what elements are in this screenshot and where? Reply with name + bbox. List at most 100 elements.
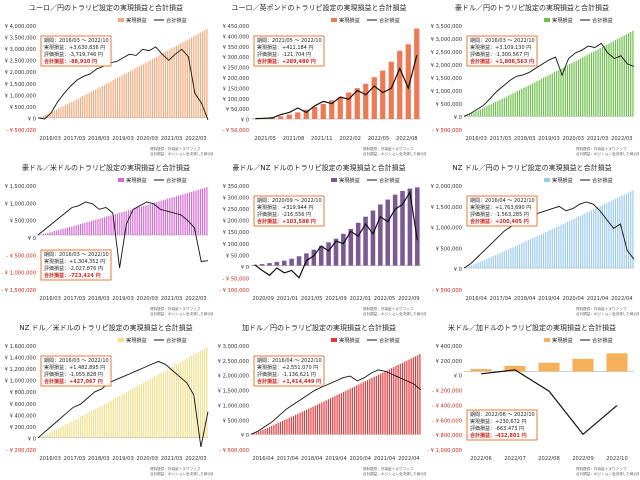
chart-panel-aud-jpy: 豪ドル／円のトラリピ設定の実現損益と合計損益 実現損益 合計損益 ¥ 3,500,00… — [426, 0, 639, 160]
bar — [516, 91, 518, 117]
bar — [151, 203, 154, 235]
bar — [619, 37, 621, 117]
bar — [560, 224, 562, 268]
bar — [617, 38, 619, 117]
bar — [191, 191, 193, 235]
bar — [177, 44, 180, 118]
x-tick-label: 2021/03 — [587, 136, 609, 142]
bar — [45, 434, 47, 438]
x-tick-label: 2021/01 — [277, 296, 299, 302]
bar — [45, 114, 47, 118]
bar — [260, 430, 262, 435]
y-tick-label: - ¥ 500,000 — [432, 128, 462, 134]
bar — [481, 260, 484, 268]
info-period: 期間：2016/03 ～ 2022/10 — [470, 38, 535, 44]
bar — [538, 362, 560, 372]
bar — [499, 253, 501, 268]
x-tick-label: 2022/09 — [572, 456, 594, 462]
x-tick-label: 2021/05 — [301, 296, 323, 302]
x-tick-label: 2019/04 — [538, 296, 560, 302]
bar — [193, 191, 195, 235]
bar — [191, 37, 193, 118]
bar — [112, 214, 114, 235]
x-tick-label: 2017/03 — [64, 456, 86, 462]
bar — [356, 385, 358, 435]
bar — [97, 219, 99, 235]
y-tick-label: - ¥ 1,000,000 — [427, 448, 462, 454]
info-realized: 実現損益：+3,109,130 円 — [470, 44, 531, 51]
bar — [175, 196, 177, 235]
bar — [114, 78, 116, 118]
bar — [497, 254, 499, 268]
y-tick-label: ¥ 2,000,000 — [218, 374, 249, 380]
y-tick-label: ¥ 150,000 — [223, 230, 249, 236]
bar — [75, 419, 77, 438]
info-total: 合計損益：+1,414,449 円 — [256, 378, 321, 385]
bar — [132, 388, 134, 438]
bar — [399, 363, 401, 435]
bar — [375, 375, 377, 435]
legend-bar-label: 実現損益 — [339, 336, 360, 344]
bar — [603, 204, 606, 268]
bar — [164, 51, 167, 118]
bar — [316, 404, 319, 435]
bar — [158, 201, 160, 235]
y-tick-label: ¥ 300,000 — [223, 196, 249, 202]
bar — [92, 90, 95, 118]
bar — [532, 238, 534, 268]
bar — [341, 233, 346, 266]
bar — [497, 100, 499, 117]
bar — [82, 415, 84, 438]
bar — [86, 413, 88, 438]
chart-title: 加ドル／円のトラリピ設定の実現損益と合計損益 — [242, 323, 396, 332]
bar — [275, 423, 277, 435]
info-period: 期間：2021/05 ～ 2022/10 — [257, 38, 322, 44]
bar — [542, 233, 545, 268]
bar — [110, 215, 112, 235]
bar — [42, 115, 45, 118]
bar — [64, 424, 66, 438]
y-tick-label: - ¥ 500,000 — [6, 253, 36, 259]
info-box — [253, 355, 325, 387]
source-note-1: 資料提供：外為証＋ヌワフップ — [363, 306, 414, 311]
y-tick-label: ¥ 0 — [454, 115, 462, 121]
info-period: 期間：2016/04 ～ 2022/10 — [257, 358, 322, 364]
bar — [149, 378, 151, 438]
bar — [329, 100, 335, 119]
bar — [204, 348, 206, 438]
info-realized: 実現損益：+230,672 円 — [470, 418, 526, 425]
bar — [140, 206, 143, 235]
bar — [116, 213, 119, 235]
y-tick-label: - ¥ 400,000 — [432, 403, 462, 409]
bar — [540, 78, 542, 117]
info-box — [253, 195, 325, 227]
source-note-2: 合計損益：ポジション全決済した時の損益 — [363, 471, 426, 476]
bar — [303, 410, 305, 435]
legend-line-label: 合計損益 — [592, 16, 613, 24]
bar — [47, 232, 49, 235]
bar — [354, 88, 360, 119]
info-box — [466, 195, 538, 227]
bar — [73, 420, 75, 438]
bar — [206, 29, 208, 118]
bar — [292, 415, 295, 435]
info-period: 期間：2016/03 ～ 2022/10 — [44, 358, 109, 364]
bar — [99, 406, 101, 438]
bar — [358, 384, 360, 435]
info-box — [40, 355, 112, 387]
x-tick-label: 2018/03 — [514, 136, 536, 142]
bar — [79, 416, 82, 438]
legend-line-label: 合計損益 — [592, 176, 613, 184]
chart-title: 豪ドル／米ドルのトラリピ設定の実現損益と合計損益 — [22, 163, 190, 172]
bar — [145, 62, 147, 118]
x-tick-label: 2018/04 — [301, 456, 323, 462]
bar — [419, 354, 421, 435]
bar — [630, 191, 632, 268]
y-tick-label: ¥ 300,000 — [223, 55, 249, 61]
bar — [162, 200, 164, 235]
chart-panel-eur-gbp: ユーロ／英ポンドのトラリピ設定の実現損益と合計損益 実現損益 合計損益 ¥ 450,0… — [213, 0, 426, 160]
info-unrealized: 評価損益：-216,556 円 — [257, 211, 311, 218]
y-tick-label: ¥ 100,000 — [223, 97, 249, 103]
bar — [401, 362, 404, 435]
info-unrealized: 評価損益：-663,473 円 — [470, 425, 524, 432]
